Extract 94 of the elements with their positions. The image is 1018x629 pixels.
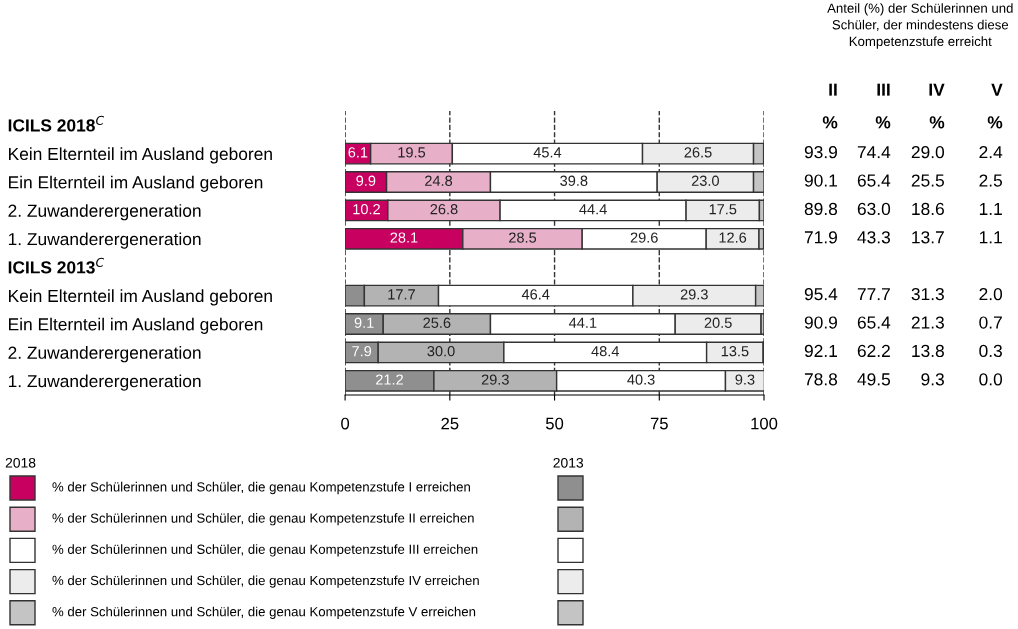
text: V	[991, 83, 1003, 96]
y-tick-label: 2. Zuwanderergeneration	[8, 204, 201, 221]
text: 77.7	[857, 288, 890, 301]
data-label: 17.7	[388, 289, 415, 300]
text: 71.9	[804, 231, 837, 244]
text: 29.0	[911, 145, 945, 159]
data-label: 23.0	[691, 175, 719, 186]
legend-label: % der Schülerinnen und Schüler, die genau Kompetenzstufe II erreichen	[52, 513, 474, 526]
data-label: 40.3	[627, 374, 655, 385]
legend-label: % der Schülerinnen und Schüler, die genau Kompetenzstufe V erreichen	[52, 606, 476, 619]
data-label: 29.3	[680, 289, 708, 300]
y-tick-label: 2. Zuwanderergeneration	[8, 346, 201, 363]
text: 78.8	[804, 373, 838, 386]
legend-title: 2018	[5, 457, 36, 468]
text: 95.4	[804, 287, 838, 301]
text: 43.3	[857, 231, 890, 244]
data-label: 7.9	[352, 346, 372, 357]
text: 2.5	[979, 174, 1002, 187]
text: 92.1	[804, 344, 837, 358]
x-tick-label: 50	[545, 417, 564, 430]
data-label: 19.5	[398, 147, 426, 158]
text: III	[877, 83, 890, 96]
text: 1.1	[979, 202, 1002, 215]
data-label: 39.8	[560, 175, 588, 186]
text: 90.9	[804, 316, 837, 329]
text: 21.3	[911, 316, 944, 329]
x-tick-label: 75	[650, 417, 668, 430]
data-label: 13.5	[721, 346, 749, 357]
text: 2.4	[979, 145, 1003, 159]
y-tick-label: Kein Elternteil im Ausland geboren	[9, 289, 272, 306]
data-label: 44.1	[568, 317, 597, 328]
text: 89.8	[804, 202, 838, 216]
data-label: 30.0	[427, 346, 455, 357]
data-label: 48.4	[591, 346, 620, 357]
text: %	[875, 116, 891, 129]
y-tick-label: Kein Elternteil im Ausland geboren	[9, 147, 272, 164]
data-label: 9.3	[735, 374, 755, 385]
text: %	[929, 116, 945, 129]
text: 25.5	[911, 174, 944, 187]
data-label: 44.4	[579, 204, 607, 215]
y-tick-label: Ein Elternteil im Ausland geboren	[9, 175, 263, 192]
text: 31.3	[911, 287, 944, 301]
text: 65.4	[857, 316, 891, 329]
text: 13.7	[912, 231, 944, 244]
text: 93.9	[804, 145, 837, 159]
x-tick-label: 0	[341, 417, 350, 430]
data-label: 24.8	[425, 175, 453, 186]
data-label: 28.5	[509, 232, 537, 243]
data-label: 26.5	[684, 147, 712, 158]
text: 62.2	[857, 344, 890, 358]
text: 2.0	[979, 287, 1003, 301]
text: II	[829, 83, 837, 96]
data-label: 25.6	[423, 317, 451, 328]
text: 0.3	[979, 344, 1002, 358]
y-tick-label: 1. Zuwanderergeneration	[8, 374, 201, 391]
y-tick-label: ICILS 2013$^{C}$	[8, 257, 105, 274]
data-label: 9.9	[356, 175, 376, 186]
text: IV	[929, 83, 945, 96]
legend-label: % der Schülerinnen und Schüler, die genau Kompetenzstufe III erreichen	[52, 544, 478, 557]
text: %	[987, 116, 1003, 129]
legend-label: % der Schülerinnen und Schüler, die genau Kompetenzstufe I erreichen	[52, 481, 470, 495]
x-tick-label: 25	[441, 417, 459, 430]
data-label: 12.6	[719, 232, 747, 243]
text: 90.1	[804, 174, 837, 187]
text: 49.5	[857, 373, 891, 386]
text: Anteil (%) der Schülerinnen und Schüler, der mindestens diese Kompetenzstufe erreicht	[827, 3, 1013, 49]
text: 9.3	[921, 373, 944, 386]
data-label: 45.4	[533, 147, 562, 158]
y-tick-label: 1. Zuwanderergeneration	[8, 232, 201, 249]
data-label: 17.5	[709, 204, 737, 215]
text: 74.4	[857, 146, 891, 159]
y-tick-label: Ein Elternteil im Ausland geboren	[9, 317, 263, 334]
text: 63.0	[857, 202, 891, 216]
data-label: 29.6	[630, 232, 658, 243]
text: 2013	[553, 457, 584, 468]
text: 0.0	[979, 373, 1003, 386]
data-label: 46.4	[521, 289, 550, 300]
y-tick-label: ICILS 2018$^{C}$	[8, 115, 105, 132]
data-label: 9.1	[354, 317, 374, 328]
text: 0.7	[979, 316, 1002, 329]
data-label: 20.5	[704, 317, 732, 328]
data-label: 29.3	[481, 374, 509, 385]
text: 18.6	[912, 202, 944, 216]
text: 65.4	[857, 174, 891, 187]
text: 1.1	[979, 231, 1002, 244]
text: %	[822, 116, 838, 129]
data-label: 28.1	[390, 232, 418, 243]
text: 13.8	[912, 344, 944, 358]
data-label: 26.8	[430, 204, 458, 215]
legend-label: % der Schülerinnen und Schüler, die genau Kompetenzstufe IV erreichen	[52, 575, 479, 588]
data-label: 10.2	[353, 204, 380, 215]
x-tick-label: 100	[751, 417, 778, 430]
data-label: 21.2	[376, 374, 403, 385]
data-label: 6.1	[348, 147, 368, 158]
